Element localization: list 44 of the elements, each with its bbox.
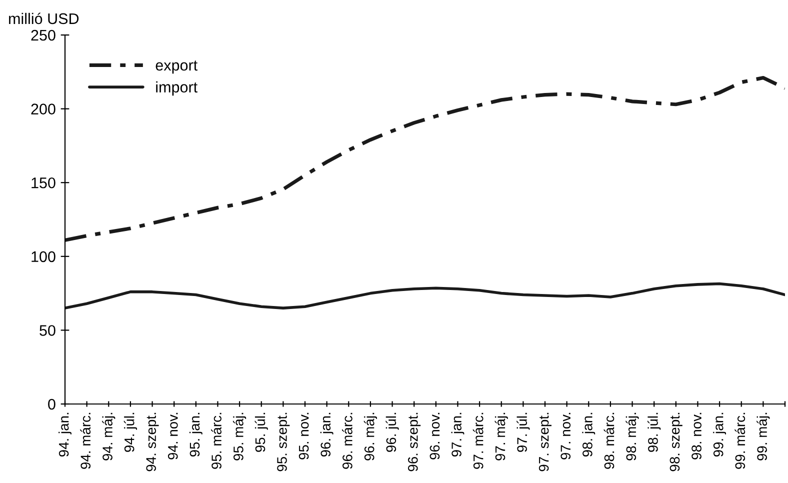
x-tick-label: 94. márc. [80, 412, 91, 469]
x-tick-label: 97. jan. [451, 412, 464, 457]
x-tick-label: 97. szept. [538, 412, 552, 472]
y-tick-label: 150 [32, 177, 56, 188]
x-tick-label: 96. márc. [342, 412, 352, 469]
x-tick-label: 95. jan. [189, 412, 202, 457]
x-tick-label: 95. márc. [211, 412, 222, 469]
x-tick-label: 98. márc. [604, 412, 614, 469]
x-tick-label: 95. máj. [232, 412, 246, 460]
x-tick-label: 98. máj. [626, 412, 639, 460]
x-tick-label: 95. nov. [298, 412, 309, 460]
x-tick-label: 99. jan. [713, 412, 726, 457]
y-tick-label: 100 [32, 251, 56, 262]
x-tick-label: 96. jan. [320, 412, 334, 457]
x-tick-label: 97. máj. [494, 412, 508, 460]
x-tick-label: 96. júl. [386, 412, 399, 452]
x-tick-label: 95. júl. [254, 412, 268, 452]
x-tick-label: 98. nov. [692, 412, 702, 460]
x-tick-label: 94. jan. [58, 412, 72, 457]
x-tick-label: 94. júl. [124, 412, 138, 452]
x-tick-label: 99. márc. [734, 412, 746, 469]
x-tick-label: 97. nov. [560, 412, 571, 460]
x-tick-label: 94. nov. [168, 412, 178, 460]
y-tick-label: 50 [40, 325, 56, 336]
line-series [65, 282, 785, 310]
y-axis-title: millió USD [9, 12, 79, 24]
x-tick-label: 94. szept. [146, 412, 159, 472]
x-tick-label: 98. jan. [582, 412, 596, 457]
line-series [65, 76, 785, 242]
x-tick-label: 97. márc. [472, 412, 484, 469]
x-tick-label: 96. máj. [364, 412, 378, 460]
x-tick-label: 98. szept. [670, 412, 682, 472]
y-tick-label: 200 [31, 104, 56, 114]
x-tick-label: 96. nov. [430, 412, 440, 460]
y-tick-label: 250 [31, 30, 56, 41]
x-tick-label: 94. máj. [102, 412, 116, 460]
x-tick-label: 95. szept. [277, 412, 290, 472]
x-tick-label: 99. máj. [756, 412, 770, 460]
legend-label: import [156, 81, 198, 96]
x-tick-label: 96. szept. [408, 412, 421, 472]
legend-label: export [156, 60, 198, 74]
x-tick-label: 97. júl. [516, 412, 530, 452]
x-tick-label: 98. júl. [648, 412, 661, 452]
y-tick-label: 0 [48, 398, 56, 410]
